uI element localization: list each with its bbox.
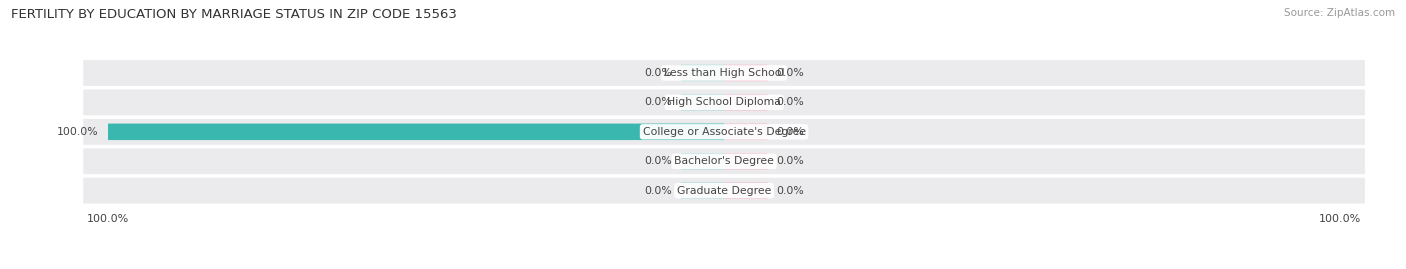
Legend: Married, Unmarried: Married, Unmarried	[638, 267, 810, 269]
FancyBboxPatch shape	[83, 60, 1365, 86]
FancyBboxPatch shape	[681, 94, 724, 111]
Text: 0.0%: 0.0%	[776, 97, 804, 107]
Text: High School Diploma: High School Diploma	[668, 97, 780, 107]
Text: 0.0%: 0.0%	[776, 186, 804, 196]
FancyBboxPatch shape	[724, 153, 768, 169]
FancyBboxPatch shape	[681, 153, 724, 169]
Text: 0.0%: 0.0%	[776, 68, 804, 78]
Text: 0.0%: 0.0%	[644, 186, 672, 196]
Text: College or Associate's Degree: College or Associate's Degree	[643, 127, 806, 137]
Text: Source: ZipAtlas.com: Source: ZipAtlas.com	[1284, 8, 1395, 18]
Text: 0.0%: 0.0%	[776, 127, 804, 137]
FancyBboxPatch shape	[681, 65, 724, 81]
FancyBboxPatch shape	[83, 148, 1365, 174]
Text: Graduate Degree: Graduate Degree	[676, 186, 772, 196]
FancyBboxPatch shape	[681, 182, 724, 199]
FancyBboxPatch shape	[724, 123, 768, 140]
Text: 0.0%: 0.0%	[776, 156, 804, 166]
Text: Less than High School: Less than High School	[664, 68, 785, 78]
FancyBboxPatch shape	[724, 182, 768, 199]
Text: 0.0%: 0.0%	[644, 68, 672, 78]
FancyBboxPatch shape	[83, 119, 1365, 145]
Text: 0.0%: 0.0%	[644, 156, 672, 166]
FancyBboxPatch shape	[724, 65, 768, 81]
Text: 100.0%: 100.0%	[58, 127, 98, 137]
Text: Bachelor's Degree: Bachelor's Degree	[673, 156, 775, 166]
FancyBboxPatch shape	[724, 94, 768, 111]
FancyBboxPatch shape	[108, 123, 724, 140]
Text: 0.0%: 0.0%	[644, 97, 672, 107]
Text: FERTILITY BY EDUCATION BY MARRIAGE STATUS IN ZIP CODE 15563: FERTILITY BY EDUCATION BY MARRIAGE STATU…	[11, 8, 457, 21]
FancyBboxPatch shape	[83, 89, 1365, 115]
FancyBboxPatch shape	[83, 178, 1365, 204]
